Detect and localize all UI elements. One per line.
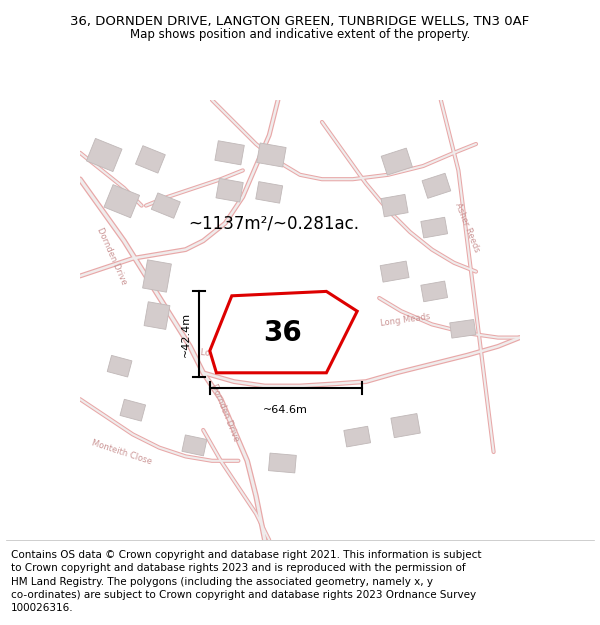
Polygon shape (256, 182, 283, 203)
Text: Monteith Close: Monteith Close (91, 438, 153, 466)
Polygon shape (151, 193, 181, 218)
Polygon shape (257, 143, 286, 167)
Text: Long Meads: Long Meads (380, 312, 431, 328)
Polygon shape (182, 435, 207, 456)
Polygon shape (143, 260, 172, 292)
Polygon shape (421, 217, 448, 238)
Polygon shape (107, 356, 132, 377)
Text: ~64.6m: ~64.6m (263, 405, 308, 415)
Polygon shape (136, 146, 166, 173)
Polygon shape (210, 291, 357, 372)
Text: Map shows position and indicative extent of the property.: Map shows position and indicative extent… (130, 28, 470, 41)
Text: Long Meads: Long Meads (200, 349, 251, 362)
Polygon shape (450, 319, 476, 338)
Text: ~42.4m: ~42.4m (181, 312, 191, 357)
Text: Dornden Drive: Dornden Drive (95, 226, 128, 286)
Polygon shape (422, 173, 451, 198)
Polygon shape (215, 141, 244, 165)
Polygon shape (421, 281, 448, 302)
Polygon shape (86, 138, 122, 172)
Polygon shape (344, 426, 371, 447)
Text: Asher Reeds: Asher Reeds (453, 201, 481, 254)
Polygon shape (144, 302, 170, 329)
Text: Long Meads: Long Meads (266, 322, 317, 336)
Text: Dornden Drive: Dornden Drive (209, 382, 241, 442)
Polygon shape (216, 178, 243, 202)
Polygon shape (380, 261, 409, 282)
Polygon shape (104, 184, 140, 218)
Polygon shape (268, 453, 296, 473)
Polygon shape (381, 194, 408, 217)
Polygon shape (391, 414, 421, 437)
Text: 36, DORNDEN DRIVE, LANGTON GREEN, TUNBRIDGE WELLS, TN3 0AF: 36, DORNDEN DRIVE, LANGTON GREEN, TUNBRI… (70, 16, 530, 28)
Text: Contains OS data © Crown copyright and database right 2021. This information is : Contains OS data © Crown copyright and d… (11, 550, 481, 613)
Text: ~1137m²/~0.281ac.: ~1137m²/~0.281ac. (188, 214, 359, 232)
Polygon shape (381, 148, 412, 175)
Text: 36: 36 (263, 319, 302, 348)
Polygon shape (120, 399, 146, 421)
